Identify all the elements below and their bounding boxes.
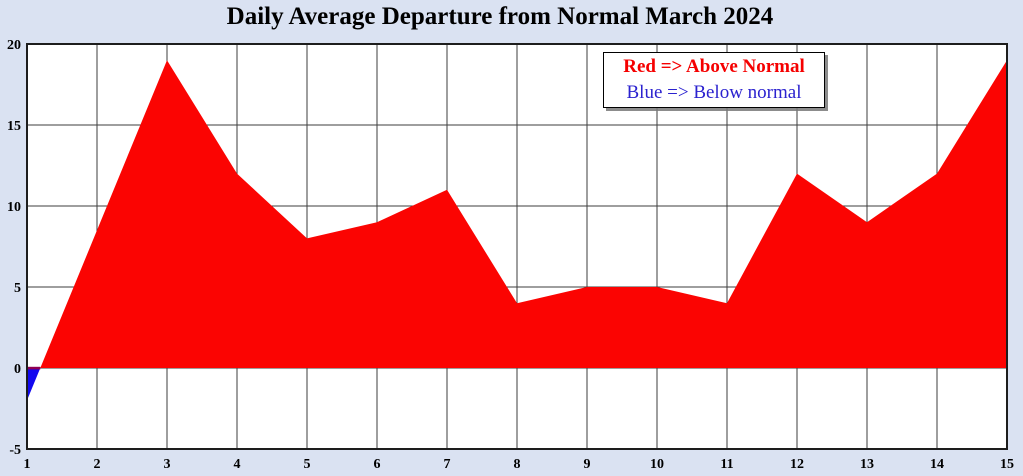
x-tick-label: 13	[860, 457, 874, 472]
plot-border	[26, 43, 1008, 450]
x-tick-label: 14	[930, 457, 944, 472]
legend-box: Red => Above Normal Blue => Below normal	[603, 52, 825, 108]
below-normal-area	[27, 368, 41, 401]
y-tick-label: 20	[7, 38, 21, 53]
x-tick-label: 15	[1000, 457, 1014, 472]
y-tick-label: 10	[7, 200, 21, 215]
legend-above-normal-label: Red => Above Normal	[623, 56, 805, 77]
x-tick-label: 7	[444, 457, 451, 472]
y-tick-label: 15	[7, 119, 21, 134]
y-tick-label: -5	[9, 443, 21, 458]
x-tick-label: 8	[514, 457, 521, 472]
x-tick-label: 3	[164, 457, 171, 472]
x-tick-label: 4	[234, 457, 241, 472]
zero-line-overlap-strip	[27, 366, 41, 370]
above-normal-area	[40, 60, 1008, 368]
x-tick-label: 2	[94, 457, 101, 472]
x-tick-label: 11	[720, 457, 733, 472]
chart-title: Daily Average Departure from Normal Marc…	[226, 3, 774, 30]
y-tick-label: 5	[14, 281, 21, 296]
x-tick-label: 12	[790, 457, 804, 472]
x-tick-label: 9	[584, 457, 591, 472]
x-tick-label: 6	[374, 457, 381, 472]
legend-below-normal-label: Blue => Below normal	[626, 82, 802, 103]
x-tick-label: 1	[24, 457, 31, 472]
x-tick-label: 5	[304, 457, 311, 472]
y-tick-label: 0	[14, 362, 21, 377]
x-tick-label: 10	[650, 457, 664, 472]
